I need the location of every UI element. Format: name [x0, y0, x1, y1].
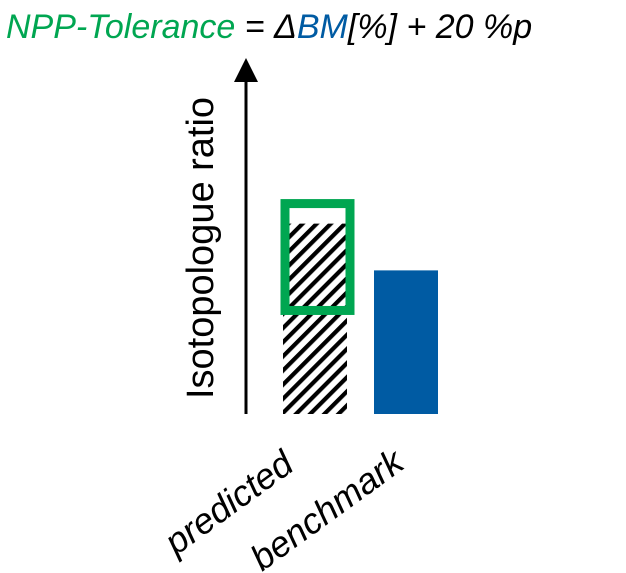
formula-npp-tolerance: NPP-Tolerance: [6, 8, 235, 46]
predicted-bar: [283, 223, 347, 414]
y-axis-label: Isotopologue ratio: [180, 97, 222, 399]
formula-title: NPP-Tolerance = ΔBM[%] + 20 %p: [6, 8, 532, 46]
formula-equals-delta: = Δ: [235, 8, 297, 46]
benchmark-bar: [374, 270, 438, 414]
formula-rest: [%] + 20 %p: [347, 8, 532, 46]
y-axis-arrowhead: [234, 58, 258, 82]
npp-tolerance-band: [280, 199, 355, 315]
formula-bm: BM: [297, 8, 349, 46]
